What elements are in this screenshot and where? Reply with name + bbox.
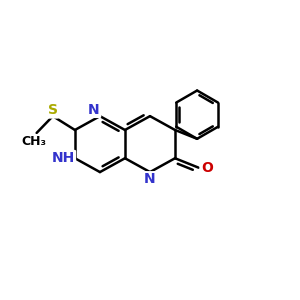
Text: N: N [144, 172, 156, 186]
Text: S: S [48, 103, 58, 117]
Text: N: N [88, 103, 100, 117]
Text: NH: NH [52, 151, 75, 165]
Text: CH₃: CH₃ [22, 135, 47, 148]
Text: O: O [201, 161, 213, 175]
